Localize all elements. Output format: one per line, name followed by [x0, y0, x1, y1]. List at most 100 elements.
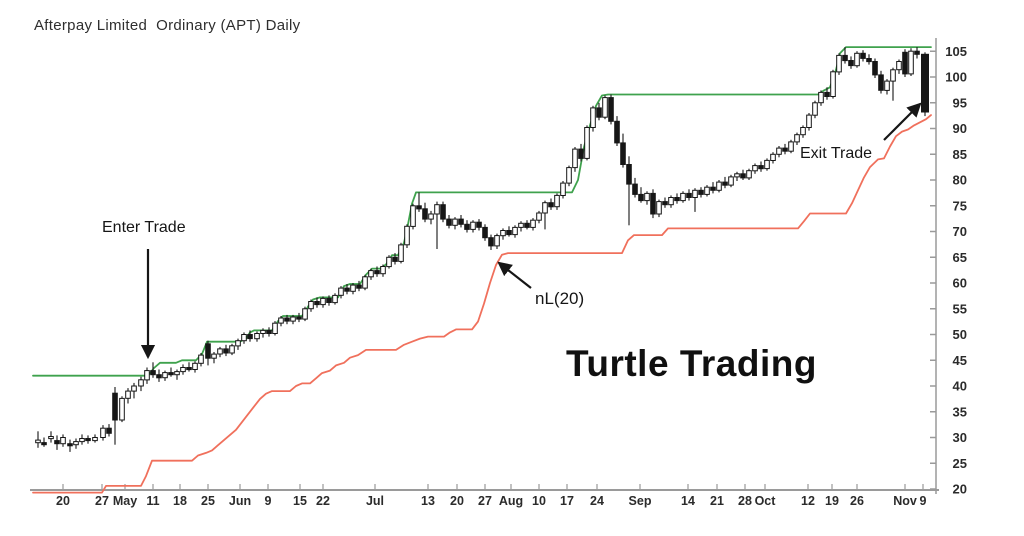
candle-body-down	[506, 230, 512, 236]
candle-body-down	[596, 107, 602, 118]
candle	[54, 435, 60, 450]
x-tick-label: Jul	[366, 494, 384, 508]
x-tick-label: 12	[801, 494, 815, 508]
candle	[100, 425, 106, 441]
candle	[344, 284, 350, 295]
donchian-channel-lines	[32, 46, 932, 494]
candle	[884, 79, 890, 95]
candle	[464, 220, 470, 233]
candle-body-down	[85, 438, 91, 442]
candle-body-up	[380, 266, 386, 275]
candle-body-down	[848, 60, 854, 67]
candle-body-up	[572, 148, 578, 169]
candle	[272, 321, 278, 336]
y-tick-label: 25	[953, 456, 967, 471]
candle-body-up	[500, 230, 506, 237]
candle	[656, 199, 662, 218]
candle-body-up	[125, 390, 131, 399]
candle-body-up	[320, 297, 326, 306]
candle-body-up	[800, 127, 806, 136]
candle	[608, 94, 614, 125]
candle	[452, 217, 458, 230]
candle	[554, 193, 560, 210]
candle	[266, 327, 272, 337]
candle-body-down	[223, 348, 229, 354]
candle	[830, 69, 836, 99]
candle-body-up	[235, 340, 241, 347]
candle	[290, 314, 296, 325]
candle-body-down	[458, 218, 464, 225]
enter-trade-label: Enter Trade	[102, 219, 186, 236]
candle-body-up	[211, 353, 217, 359]
candle	[896, 59, 902, 74]
x-tick-label: 24	[590, 494, 604, 508]
candle	[530, 218, 536, 231]
candle	[162, 370, 168, 381]
candle-body-up	[48, 436, 54, 440]
candle-body-up	[73, 441, 79, 446]
y-tick-label: 90	[953, 121, 967, 136]
x-tick-label: Aug	[499, 494, 523, 508]
candle-body-down	[878, 74, 884, 91]
x-tick-label: Oct	[755, 494, 777, 508]
candle-body-up	[470, 221, 476, 230]
candle	[79, 434, 85, 445]
exit-trade-arrow	[883, 102, 922, 141]
candle	[506, 226, 512, 237]
candle	[710, 182, 716, 194]
y-tick-label: 95	[953, 95, 967, 110]
candle-body-up	[338, 287, 344, 296]
candle	[156, 369, 162, 382]
candle-body-up	[542, 202, 548, 214]
candle	[788, 139, 794, 154]
candle-body-down	[296, 316, 302, 320]
x-tick-label: 11	[146, 494, 159, 508]
candle	[67, 439, 73, 452]
candle-body-up	[386, 256, 392, 268]
candle-body-up	[788, 141, 794, 152]
candle	[174, 369, 180, 380]
y-tick-label: 85	[953, 147, 967, 162]
candle-body-up	[362, 276, 368, 289]
candle-body-down	[620, 142, 626, 165]
candle-body-up	[764, 159, 770, 170]
candle	[92, 434, 98, 443]
candle-body-down	[314, 301, 320, 306]
candle	[362, 274, 368, 291]
candle	[680, 191, 686, 203]
candle	[60, 434, 66, 447]
candle-body-up	[818, 91, 824, 104]
candle	[106, 424, 112, 437]
candle-body-up	[770, 153, 776, 162]
candle	[542, 200, 548, 230]
candle-body-up	[60, 437, 66, 445]
candle-body-down	[392, 256, 398, 262]
candle	[326, 295, 332, 306]
candle	[716, 180, 722, 193]
candle	[662, 197, 668, 208]
turtle-trading-watermark: Turtle Trading	[566, 343, 817, 384]
candle-body-up	[836, 54, 842, 73]
chart-title: Afterpay Limited Ordinary (APT) Daily	[34, 17, 301, 34]
candle-body-down	[205, 343, 211, 359]
candle-body-down	[782, 147, 788, 152]
candle	[131, 382, 137, 399]
candle	[902, 49, 908, 77]
candle-body-up	[530, 219, 536, 228]
x-tick-label: 22	[316, 494, 330, 508]
candle	[85, 435, 91, 444]
candle	[205, 340, 211, 366]
candle	[302, 306, 308, 322]
candle	[590, 105, 596, 132]
candle-body-down	[638, 193, 644, 202]
candle	[614, 116, 620, 146]
x-tick-label: 14	[681, 494, 695, 508]
candle	[518, 221, 524, 232]
y-tick-label: 45	[953, 353, 967, 368]
candle-body-down	[67, 443, 73, 447]
candle-body-down	[247, 334, 253, 340]
y-tick-label: 55	[953, 301, 967, 316]
candle-body-up	[584, 127, 590, 159]
candle	[150, 362, 156, 378]
candle	[112, 387, 118, 445]
